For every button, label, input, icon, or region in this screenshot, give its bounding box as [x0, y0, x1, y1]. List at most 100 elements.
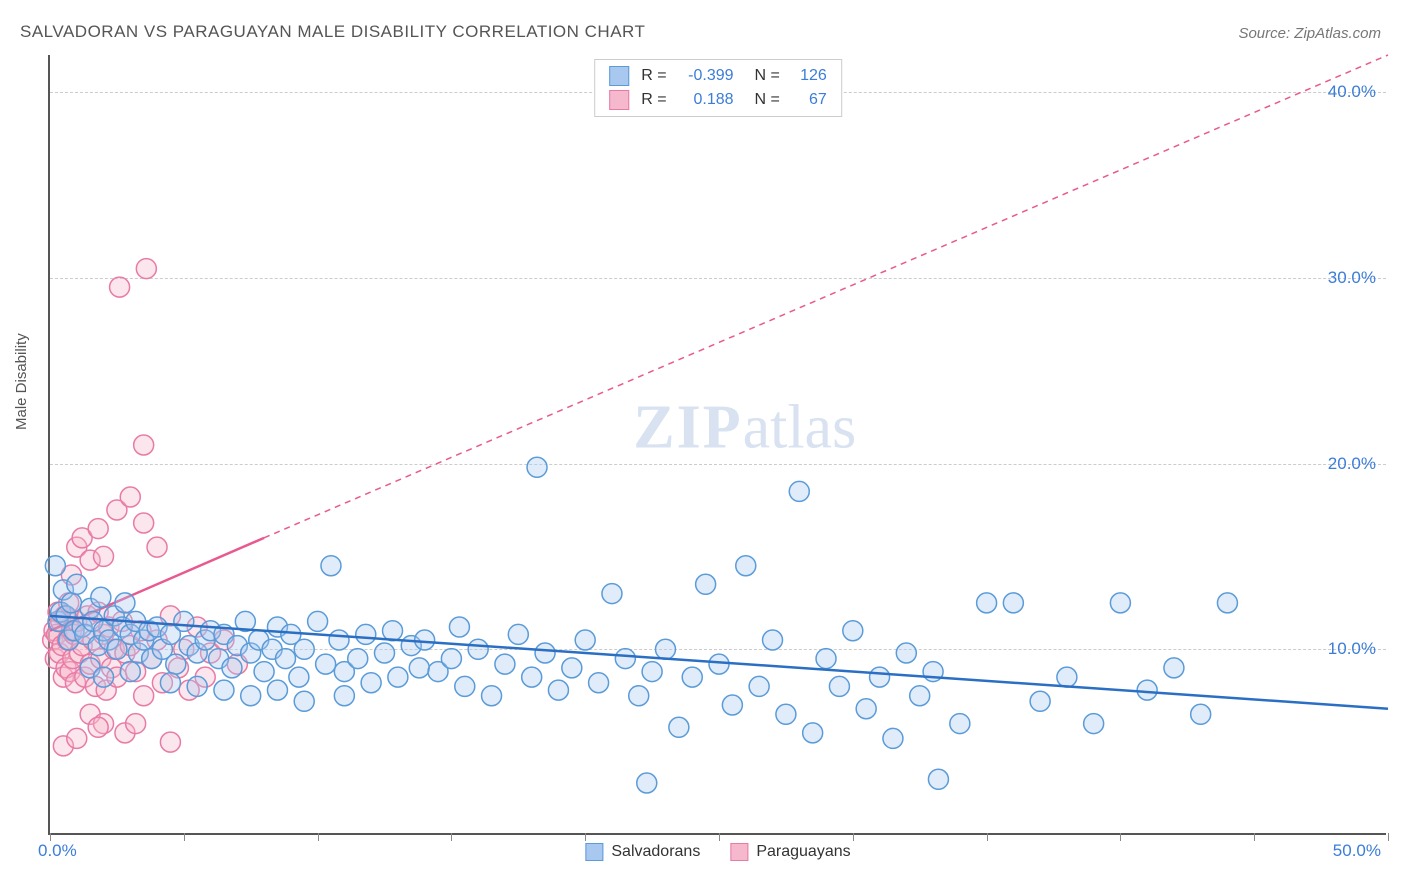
x-tick: [50, 833, 51, 841]
data-point: [1057, 667, 1077, 687]
data-point: [67, 574, 87, 594]
legend-swatch: [585, 843, 603, 861]
x-tick: [184, 833, 185, 841]
data-point: [147, 537, 167, 557]
data-point: [166, 654, 186, 674]
data-point: [441, 649, 461, 669]
data-point: [187, 676, 207, 696]
data-point: [134, 435, 154, 455]
data-point: [495, 654, 515, 674]
data-point: [1217, 593, 1237, 613]
data-point: [267, 680, 287, 700]
legend-swatch: [730, 843, 748, 861]
data-point: [856, 699, 876, 719]
data-point: [682, 667, 702, 687]
x-tick: [987, 833, 988, 841]
source-label: Source: ZipAtlas.com: [1238, 25, 1381, 42]
x-tick: [719, 833, 720, 841]
data-point: [789, 481, 809, 501]
y-axis-label: Male Disability: [13, 333, 30, 430]
data-point: [535, 643, 555, 663]
stats-row: R =0.188 N =67: [609, 88, 827, 112]
scatter-plot: [50, 55, 1386, 833]
data-point: [522, 667, 542, 687]
legend-label: Paraguayans: [756, 843, 850, 861]
stat-r-label: R =: [641, 91, 666, 109]
data-point: [977, 593, 997, 613]
data-point: [589, 673, 609, 693]
legend-item: Salvadorans: [585, 843, 700, 861]
data-point: [669, 717, 689, 737]
data-point: [294, 691, 314, 711]
data-point: [88, 717, 108, 737]
data-point: [1137, 680, 1157, 700]
data-point: [383, 621, 403, 641]
data-point: [348, 649, 368, 669]
data-point: [482, 686, 502, 706]
plot-area: ZIPatlas 10.0%20.0%30.0%40.0% 0.0% 50.0%…: [48, 55, 1386, 835]
data-point: [508, 624, 528, 644]
x-tick: [1120, 833, 1121, 841]
data-point: [241, 686, 261, 706]
data-point: [115, 593, 135, 613]
x-tick: [853, 833, 854, 841]
data-point: [160, 673, 180, 693]
data-point: [110, 277, 130, 297]
data-point: [1084, 714, 1104, 734]
data-point: [254, 662, 274, 682]
data-point: [120, 487, 140, 507]
chart-container: SALVADORAN VS PARAGUAYAN MALE DISABILITY…: [0, 0, 1406, 892]
x-max-label: 50.0%: [1333, 841, 1381, 861]
data-point: [803, 723, 823, 743]
data-point: [816, 649, 836, 669]
data-point: [289, 667, 309, 687]
data-point: [334, 686, 354, 706]
x-tick: [318, 833, 319, 841]
legend-label: Salvadorans: [611, 843, 700, 861]
data-point: [455, 676, 475, 696]
data-point: [928, 769, 948, 789]
data-point: [776, 704, 796, 724]
x-tick: [1388, 833, 1389, 841]
data-point: [1030, 691, 1050, 711]
data-point: [449, 617, 469, 637]
data-point: [1003, 593, 1023, 613]
legend-item: Paraguayans: [730, 843, 850, 861]
stat-n-value: 126: [792, 67, 827, 85]
data-point: [548, 680, 568, 700]
data-point: [655, 639, 675, 659]
data-point: [950, 714, 970, 734]
data-point: [388, 667, 408, 687]
data-point: [575, 630, 595, 650]
stat-r-value: 0.188: [679, 91, 734, 109]
stat-n-label: N =: [746, 91, 780, 109]
data-point: [88, 519, 108, 539]
data-point: [45, 556, 65, 576]
data-point: [1191, 704, 1211, 724]
data-point: [843, 621, 863, 641]
data-point: [91, 587, 111, 607]
data-point: [870, 667, 890, 687]
data-point: [709, 654, 729, 674]
data-point: [527, 457, 547, 477]
data-point: [316, 654, 336, 674]
data-point: [308, 611, 328, 631]
data-point: [1164, 658, 1184, 678]
data-point: [696, 574, 716, 594]
data-point: [722, 695, 742, 715]
data-point: [321, 556, 341, 576]
data-point: [136, 259, 156, 279]
stat-n-label: N =: [746, 67, 780, 85]
data-point: [468, 639, 488, 659]
data-point: [629, 686, 649, 706]
data-point: [134, 686, 154, 706]
data-point: [94, 667, 114, 687]
stat-r-value: -0.399: [679, 67, 734, 85]
stats-box: R =-0.399 N =126R =0.188 N =67: [594, 59, 842, 117]
data-point: [562, 658, 582, 678]
data-point: [120, 662, 140, 682]
chart-title: SALVADORAN VS PARAGUAYAN MALE DISABILITY…: [20, 22, 645, 42]
data-point: [829, 676, 849, 696]
data-point: [214, 680, 234, 700]
data-point: [61, 593, 81, 613]
